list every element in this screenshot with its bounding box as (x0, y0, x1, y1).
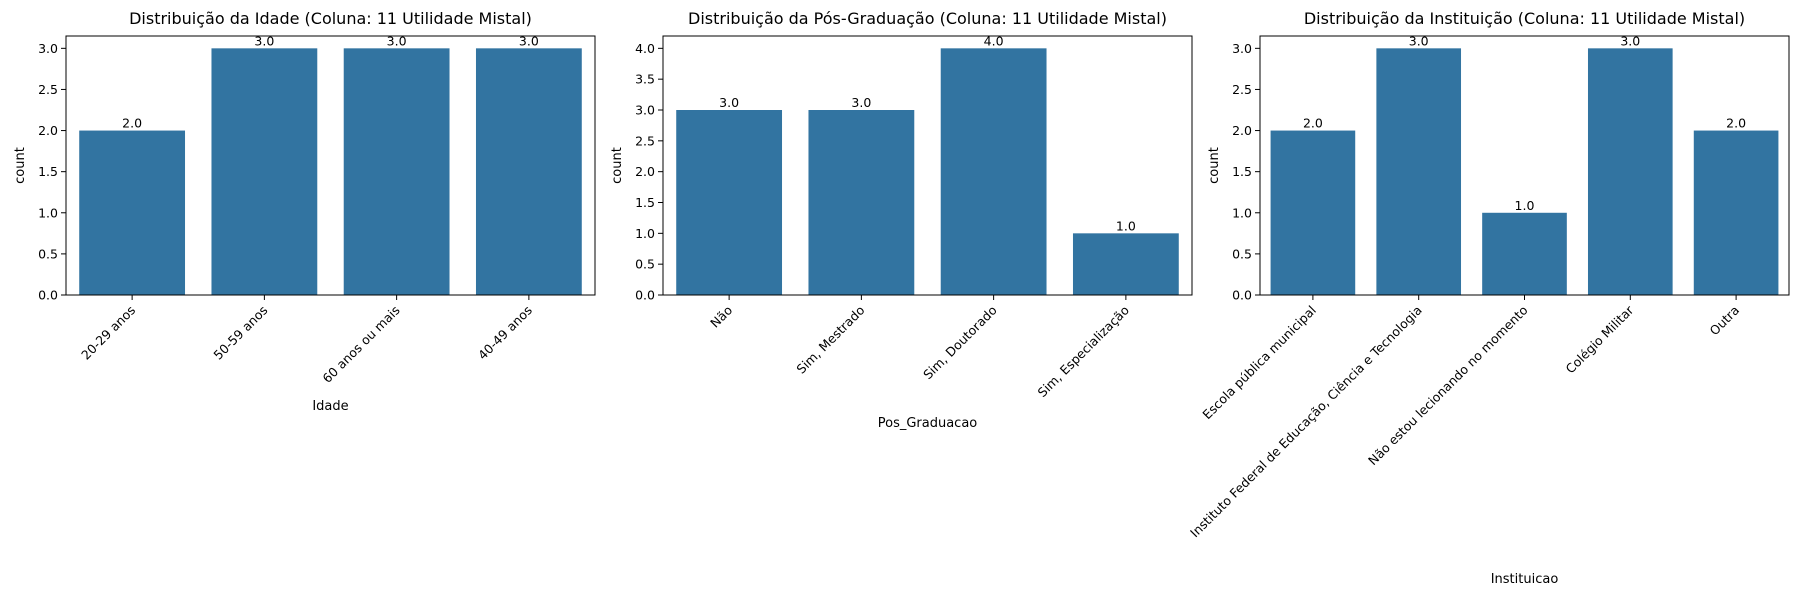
x-axis-label: Instituicao (1491, 572, 1559, 587)
data-label: 3.0 (1620, 33, 1640, 48)
bar (475, 48, 582, 296)
x-tick-label: 40-49 anos (475, 303, 535, 363)
data-label: 3.0 (254, 33, 274, 48)
y-tick-label: 3.0 (635, 103, 655, 118)
x-tick-label: Não (707, 303, 735, 331)
data-label: 3.0 (851, 95, 871, 110)
x-tick-label: Sim, Especialização (1034, 303, 1132, 401)
y-tick-label: 1.5 (38, 164, 58, 179)
bar (1270, 130, 1356, 295)
bar (808, 110, 915, 295)
x-tick-label: 20-29 anos (78, 303, 138, 363)
x-axis-label: Pos_Graduacao (878, 416, 978, 431)
y-tick-label: 4.0 (635, 41, 655, 56)
y-tick-label: 3.5 (635, 72, 655, 87)
bar (1693, 130, 1779, 295)
bar (940, 48, 1047, 296)
data-label: 3.0 (387, 33, 407, 48)
y-tick-label: 0.5 (1232, 246, 1252, 261)
y-tick-label: 2.0 (38, 123, 58, 138)
data-label: 2.0 (122, 116, 142, 131)
y-tick-label: 2.5 (635, 133, 655, 148)
x-tick-label: Sim, Mestrado (793, 303, 867, 377)
y-tick-label: 0.5 (635, 257, 655, 272)
x-tick-label: 60 anos ou mais (319, 303, 402, 386)
bar (1482, 212, 1567, 295)
chart-title: Distribuição da Instituição (Coluna: 11 … (1304, 9, 1745, 28)
y-tick-label: 2.5 (1232, 82, 1252, 97)
bar (343, 48, 450, 296)
chart-title: Distribuição da Pós-Graduação (Coluna: 1… (688, 9, 1167, 28)
x-tick-label: Colégio Militar (1563, 302, 1637, 376)
y-tick-label: 2.0 (635, 164, 655, 179)
y-tick-label: 3.0 (38, 41, 58, 56)
chart-panel-idade: Distribuição da Idade (Coluna: 11 Utilid… (13, 9, 596, 414)
y-tick-label: 0.5 (38, 246, 58, 261)
bar (79, 130, 186, 295)
y-tick-label: 2.5 (38, 82, 58, 97)
y-axis-label: count (1207, 147, 1222, 184)
x-tick-label: Escola pública municipal (1199, 303, 1319, 423)
plot-frame (662, 35, 1193, 296)
y-tick-label: 1.0 (635, 226, 655, 241)
y-tick-label: 1.0 (38, 205, 58, 220)
bar (1587, 48, 1673, 296)
y-tick-label: 0.0 (38, 288, 58, 303)
data-label: 3.0 (1409, 33, 1429, 48)
y-axis-label: count (610, 147, 625, 184)
y-axis-label: count (13, 147, 28, 184)
data-label: 1.0 (1515, 198, 1535, 213)
y-tick-label: 1.5 (1232, 164, 1252, 179)
data-label: 2.0 (1726, 116, 1746, 131)
y-tick-label: 1.5 (635, 195, 655, 210)
bar (1072, 233, 1179, 295)
bar (676, 110, 783, 295)
data-label: 3.0 (519, 33, 539, 48)
x-tick-label: 50-59 anos (210, 303, 270, 363)
y-tick-label: 1.0 (1232, 205, 1252, 220)
y-tick-label: 0.0 (635, 288, 655, 303)
data-label: 2.0 (1303, 116, 1323, 131)
x-tick-label: Outra (1707, 303, 1743, 339)
y-tick-label: 2.0 (1232, 123, 1252, 138)
x-tick-label: Sim, Doutorado (920, 303, 1000, 383)
y-tick-label: 3.0 (1232, 41, 1252, 56)
chart-panel-pos-graduacao: Distribuição da Pós-Graduação (Coluna: 1… (610, 9, 1193, 431)
data-label: 1.0 (1116, 218, 1136, 233)
data-label: 3.0 (719, 95, 739, 110)
y-tick-label: 0.0 (1232, 288, 1252, 303)
bar (1376, 48, 1462, 296)
x-tick-label: Instituto Federal de Educação, Ciência e… (1187, 303, 1425, 541)
data-label: 4.0 (984, 33, 1004, 48)
chart-panel-instituicao: Distribuição da Instituição (Coluna: 11 … (1187, 9, 1790, 587)
bar (211, 48, 318, 296)
chart-title: Distribuição da Idade (Coluna: 11 Utilid… (129, 9, 532, 28)
plot-frame (65, 35, 596, 296)
x-axis-label: Idade (312, 399, 348, 414)
